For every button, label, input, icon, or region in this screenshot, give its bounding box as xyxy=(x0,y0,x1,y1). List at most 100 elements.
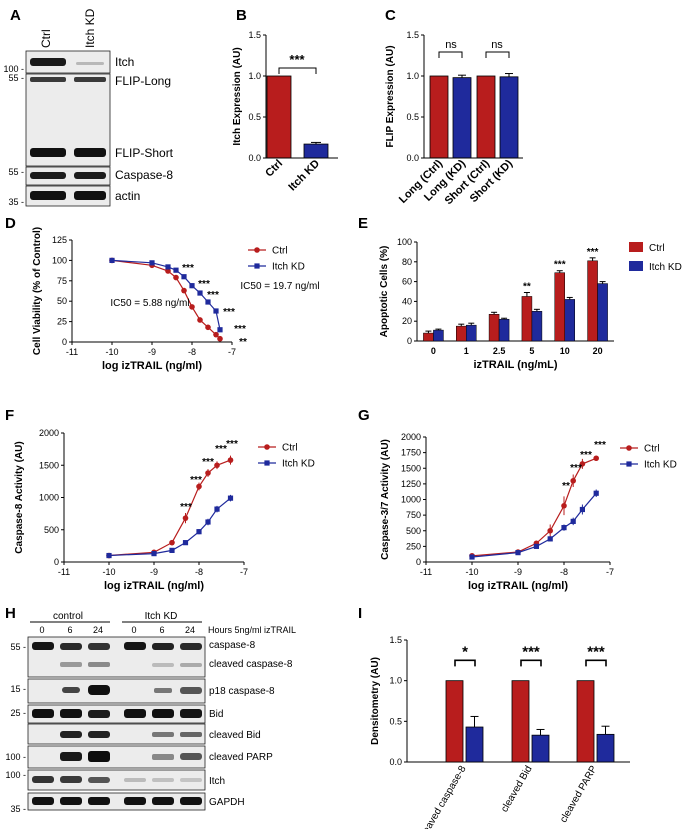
chart-f-series-line xyxy=(108,497,231,557)
chart-e-legend-label: Ctrl xyxy=(649,243,665,254)
chart-g-sig-label: *** xyxy=(570,463,582,474)
chart-d-xtick-label: -10 xyxy=(105,347,118,357)
band-itch-ctrl xyxy=(30,58,66,66)
chart-d-ytick-label: 0 xyxy=(62,337,67,347)
chart-b-xtick-label: Itch KD xyxy=(286,158,322,194)
chart-d-ic50-kd: IC50 = 19.7 ng/ml xyxy=(240,281,319,292)
blot-h: control Itch KD 0 6 24 0 6 24 Hours 5ng/… xyxy=(5,611,296,814)
chart-f-xtick-label: -7 xyxy=(240,567,248,577)
chart-g-point xyxy=(547,527,553,534)
chart-g-xtick-label: -10 xyxy=(465,567,478,577)
chart-f-legend-label: Itch KD xyxy=(282,459,315,470)
blot-h-hour-6: 24 xyxy=(185,625,195,635)
chart-d-series-line xyxy=(111,259,221,340)
blot-a-band-flip-short: FLIP-Short xyxy=(115,146,174,160)
blot-h-marker-4: 100 - xyxy=(5,752,26,762)
panel-label-h: H xyxy=(5,605,16,622)
chart-e-ylabel: Apoptotic Cells (%) xyxy=(379,246,390,338)
chart-f-point xyxy=(205,519,211,525)
blot-h-band-1: caspase-8 xyxy=(209,640,256,651)
chart-d-point xyxy=(173,274,179,281)
chart-g-point xyxy=(570,477,576,484)
chart-e-ytick-label: 80 xyxy=(402,257,412,267)
blot-a-marker-35: 35 - xyxy=(8,197,24,207)
panel-label-c: C xyxy=(385,7,396,24)
chart-e-bar xyxy=(597,283,608,342)
chart-d-point xyxy=(213,308,219,314)
chart-g-ytick-label: 1250 xyxy=(401,479,421,489)
chart-d-point xyxy=(189,283,195,289)
blot-h-marker-6: 35 - xyxy=(10,804,26,814)
blot-h-band-5: cleaved Bid xyxy=(209,730,261,741)
chart-b-ylabel: Itch Expression (AU) xyxy=(232,47,243,145)
chart-e-bar xyxy=(466,324,477,342)
chart-f-ytick-label: 1000 xyxy=(39,493,59,503)
chart-d-legend-marker xyxy=(254,263,260,269)
chart-e-legend-label: Itch KD xyxy=(649,262,682,273)
chart-f-point xyxy=(227,457,234,463)
chart-g-point xyxy=(547,536,553,542)
chart-e-bar xyxy=(488,314,500,342)
chart-e-bar xyxy=(554,272,565,342)
blot-h-hour-1: 0 xyxy=(39,625,44,635)
chart-g-ytick-label: 500 xyxy=(406,526,421,536)
chart-d-sig-label: *** xyxy=(198,279,210,290)
panel-label-g: G xyxy=(358,407,370,424)
chart-c-bar xyxy=(499,76,519,159)
chart-i-bar xyxy=(465,726,484,763)
chart-d-point xyxy=(165,264,171,270)
blot-a-lane-ctrl: Ctrl xyxy=(39,29,53,48)
blot-h-band-8: GAPDH xyxy=(209,797,245,808)
chart-i-xtick-label: cleaved PARP xyxy=(558,764,600,825)
chart-e-bar xyxy=(587,260,598,342)
chart-c-sig-label: ns xyxy=(445,39,457,51)
chart-f-sig-label: *** xyxy=(202,457,214,468)
chart-d-sig-label: *** xyxy=(223,307,235,318)
blot-a-band-flip-long: FLIP-Long xyxy=(115,74,171,88)
chart-b-ytick-label: 1.0 xyxy=(248,71,261,81)
chart-g-point xyxy=(579,506,585,513)
chart-b-xtick-label: Ctrl xyxy=(263,158,285,180)
chart-e-bar xyxy=(498,318,510,342)
blot-h-marker-5: 100 - xyxy=(5,770,26,780)
chart-g-xtick-label: -8 xyxy=(560,567,568,577)
blot-h-marker-1: 55 - xyxy=(10,642,26,652)
chart-g-series-line xyxy=(471,457,597,557)
chart-g-point xyxy=(561,502,567,509)
chart-d-legend-label: Ctrl xyxy=(272,246,288,257)
chart-g-point xyxy=(570,518,576,524)
chart-c-sig-bracket xyxy=(485,51,510,58)
blot-h-marker-3: 25 - xyxy=(10,708,26,718)
chart-f-point xyxy=(151,551,157,557)
chart-g-legend-marker xyxy=(626,445,632,451)
chart-g-ytick-label: 1000 xyxy=(401,495,421,505)
chart-i-ytick-label: 1.5 xyxy=(389,635,402,645)
chart-d-sig-label: *** xyxy=(182,263,194,274)
chart-d-legend-label: Itch KD xyxy=(272,262,305,273)
chart-e-ytick-label: 60 xyxy=(402,277,412,287)
chart-g-xtick-label: -9 xyxy=(514,567,522,577)
chart-d-ytick-label: 75 xyxy=(57,276,67,286)
chart-f-sig-label: *** xyxy=(190,475,202,486)
chart-i-xtick-label: cleaved caspase-8 xyxy=(417,764,468,829)
chart-b-sig-label: *** xyxy=(289,52,305,67)
chart-d-series-line xyxy=(111,259,221,330)
chart-e-xlabel: izTRAIL (ng/mL) xyxy=(473,359,557,371)
chart-e-xtick-label: 10 xyxy=(560,346,570,356)
chart-i-xtick-label: cleaved Bid xyxy=(499,764,534,814)
chart-e-legend-swatch xyxy=(629,261,643,271)
panel-label-a: A xyxy=(10,7,21,24)
chart-d-point xyxy=(173,267,179,273)
chart-i-bar xyxy=(531,734,550,763)
blot-a: Ctrl Itch KD Itch FLIP-Long FLIP-Short C… xyxy=(3,8,173,207)
chart-g-point xyxy=(561,525,567,531)
blot-a-marker-55a: 55 - xyxy=(8,73,24,83)
chart-f-point xyxy=(169,547,175,553)
chart-i-ytick-label: 0.0 xyxy=(389,757,402,767)
chart-e-ytick-label: 20 xyxy=(402,316,412,326)
blot-a-marker-55b: 55 - xyxy=(8,167,24,177)
chart-g-ytick-label: 1750 xyxy=(401,448,421,458)
chart-f-sig-label: *** xyxy=(226,439,238,450)
chart-d-point xyxy=(217,335,223,342)
chart-f-ytick-label: 2000 xyxy=(39,428,59,438)
